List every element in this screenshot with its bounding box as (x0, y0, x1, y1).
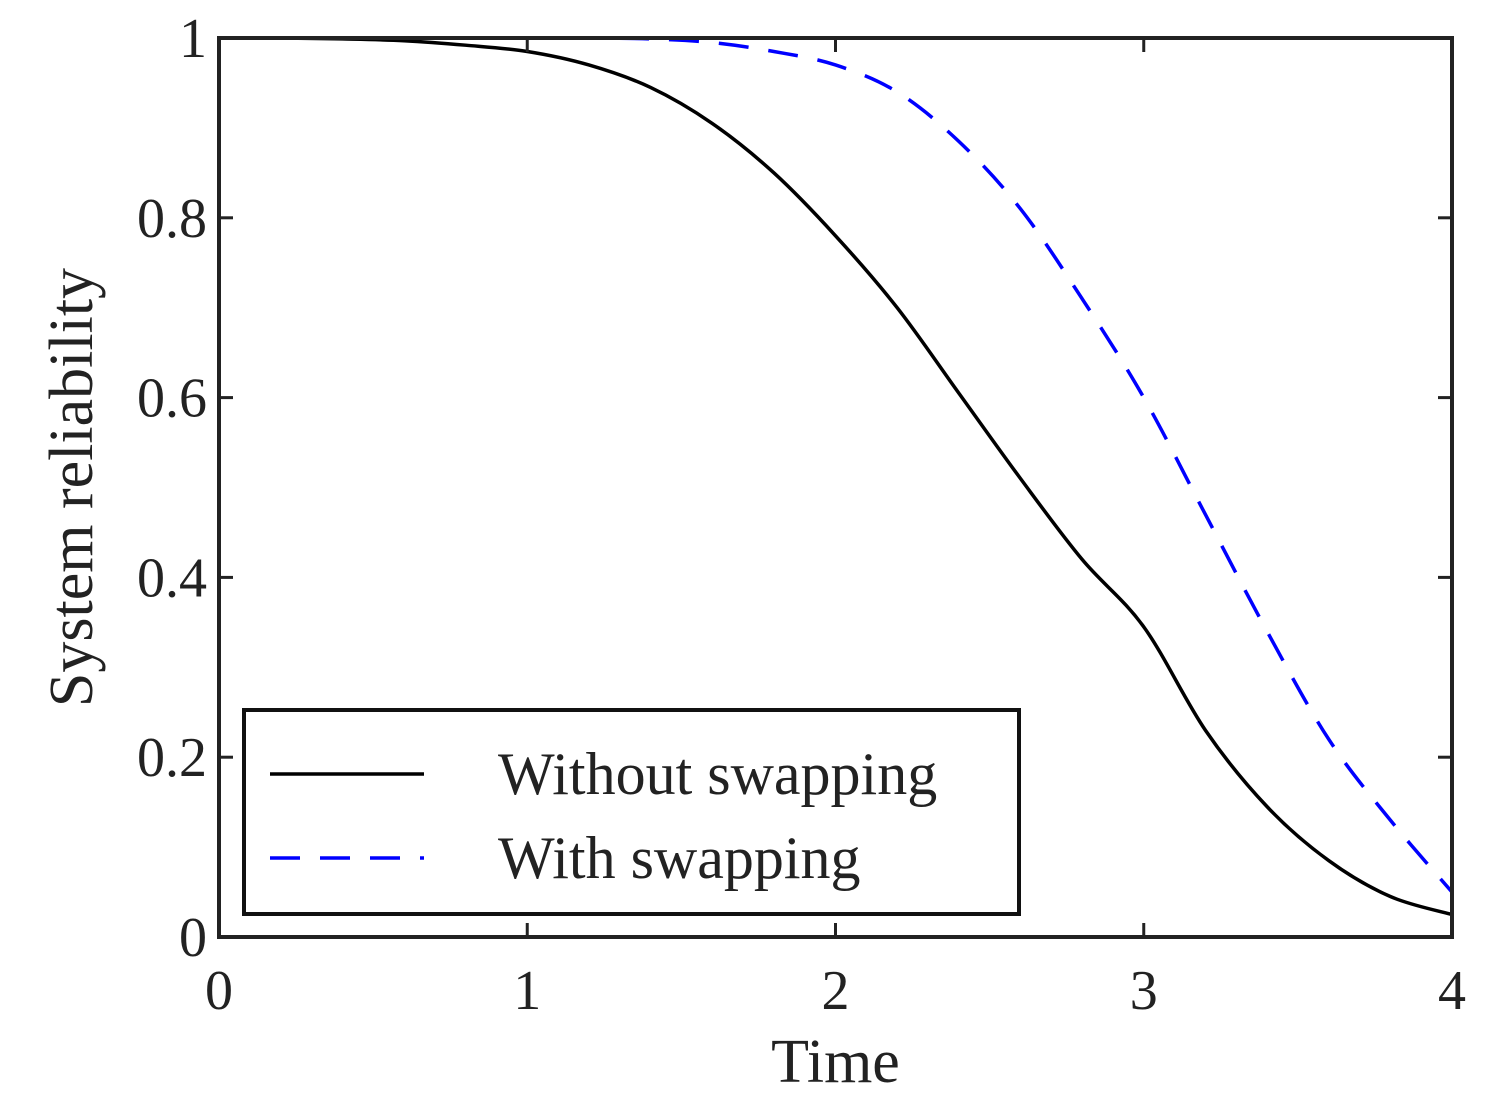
y-tick-label: 0.2 (137, 727, 207, 789)
plot-area (217, 36, 1454, 939)
x-tick-label: 3 (1130, 960, 1158, 1022)
legend-label-without-swapping: Without swapping (498, 741, 937, 807)
x-tick-label: 0 (205, 960, 233, 1022)
legend-label-with-swapping: With swapping (498, 825, 861, 891)
x-tick-label: 2 (822, 960, 850, 1022)
x-tick-label: 4 (1438, 960, 1466, 1022)
y-tick-label: 1 (179, 8, 207, 70)
y-tick-label: 0.8 (137, 188, 207, 250)
x-tick-labels: 0 1 2 3 4 (205, 960, 1466, 1022)
axis-ticks (217, 36, 1454, 939)
y-axis-label: System reliability (38, 268, 106, 707)
legend-box (242, 708, 1021, 916)
series-lines (218, 36, 1454, 917)
y-tick-labels: 0 0.2 0.4 0.6 0.8 1 (137, 8, 207, 969)
x-tick-label: 1 (513, 960, 541, 1022)
series-line-without-swapping (218, 36, 1453, 917)
y-tick-label: 0.6 (137, 368, 207, 430)
legend: Without swapping With swapping (242, 708, 1021, 916)
y-tick-label: 0 (179, 907, 207, 969)
x-axis-label: Time (771, 1028, 900, 1096)
y-tick-label: 0.4 (137, 547, 207, 609)
